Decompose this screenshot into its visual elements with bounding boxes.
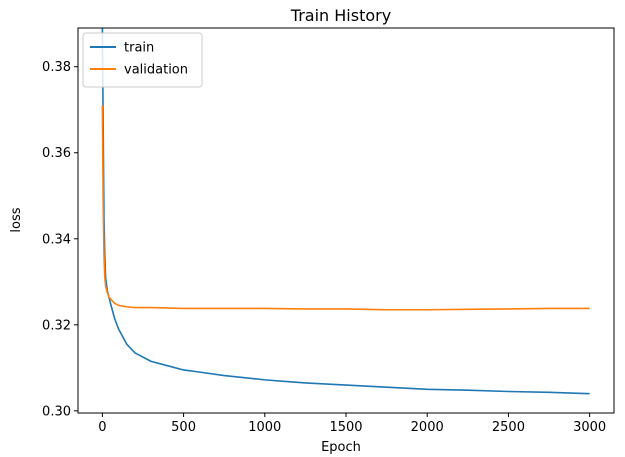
x-tick-label: 500: [171, 420, 196, 435]
x-tick-label: 3000: [573, 420, 606, 435]
y-axis-ticks: 0.30 0.32 0.34 0.36 0.38: [42, 60, 78, 419]
y-tick-label: 0.34: [42, 232, 71, 247]
y-tick-label: 0.30: [42, 404, 71, 419]
x-tick-label: 0: [98, 420, 106, 435]
plot-area: [101, 27, 590, 395]
chart-title: Train History: [290, 6, 391, 25]
x-axis-ticks: 0 500 1000 1500 2000 2500 3000: [98, 413, 606, 435]
legend-label-validation: validation: [124, 63, 188, 78]
x-tick-label: 2500: [492, 420, 525, 435]
x-tick-label: 1000: [248, 420, 281, 435]
x-tick-label: 2000: [411, 420, 444, 435]
series-line-validation: [101, 105, 590, 311]
plot-frame: [77, 27, 615, 414]
x-tick-label: 1500: [329, 420, 362, 435]
legend-label-train: train: [124, 41, 154, 56]
y-tick-label: 0.32: [42, 318, 71, 333]
x-axis-label: Epoch: [321, 440, 361, 455]
y-tick-label: 0.38: [42, 60, 71, 75]
series-line-train: [101, 27, 590, 395]
legend: train validation: [82, 32, 203, 88]
y-tick-label: 0.36: [42, 146, 71, 161]
y-axis-label: loss: [9, 207, 24, 232]
